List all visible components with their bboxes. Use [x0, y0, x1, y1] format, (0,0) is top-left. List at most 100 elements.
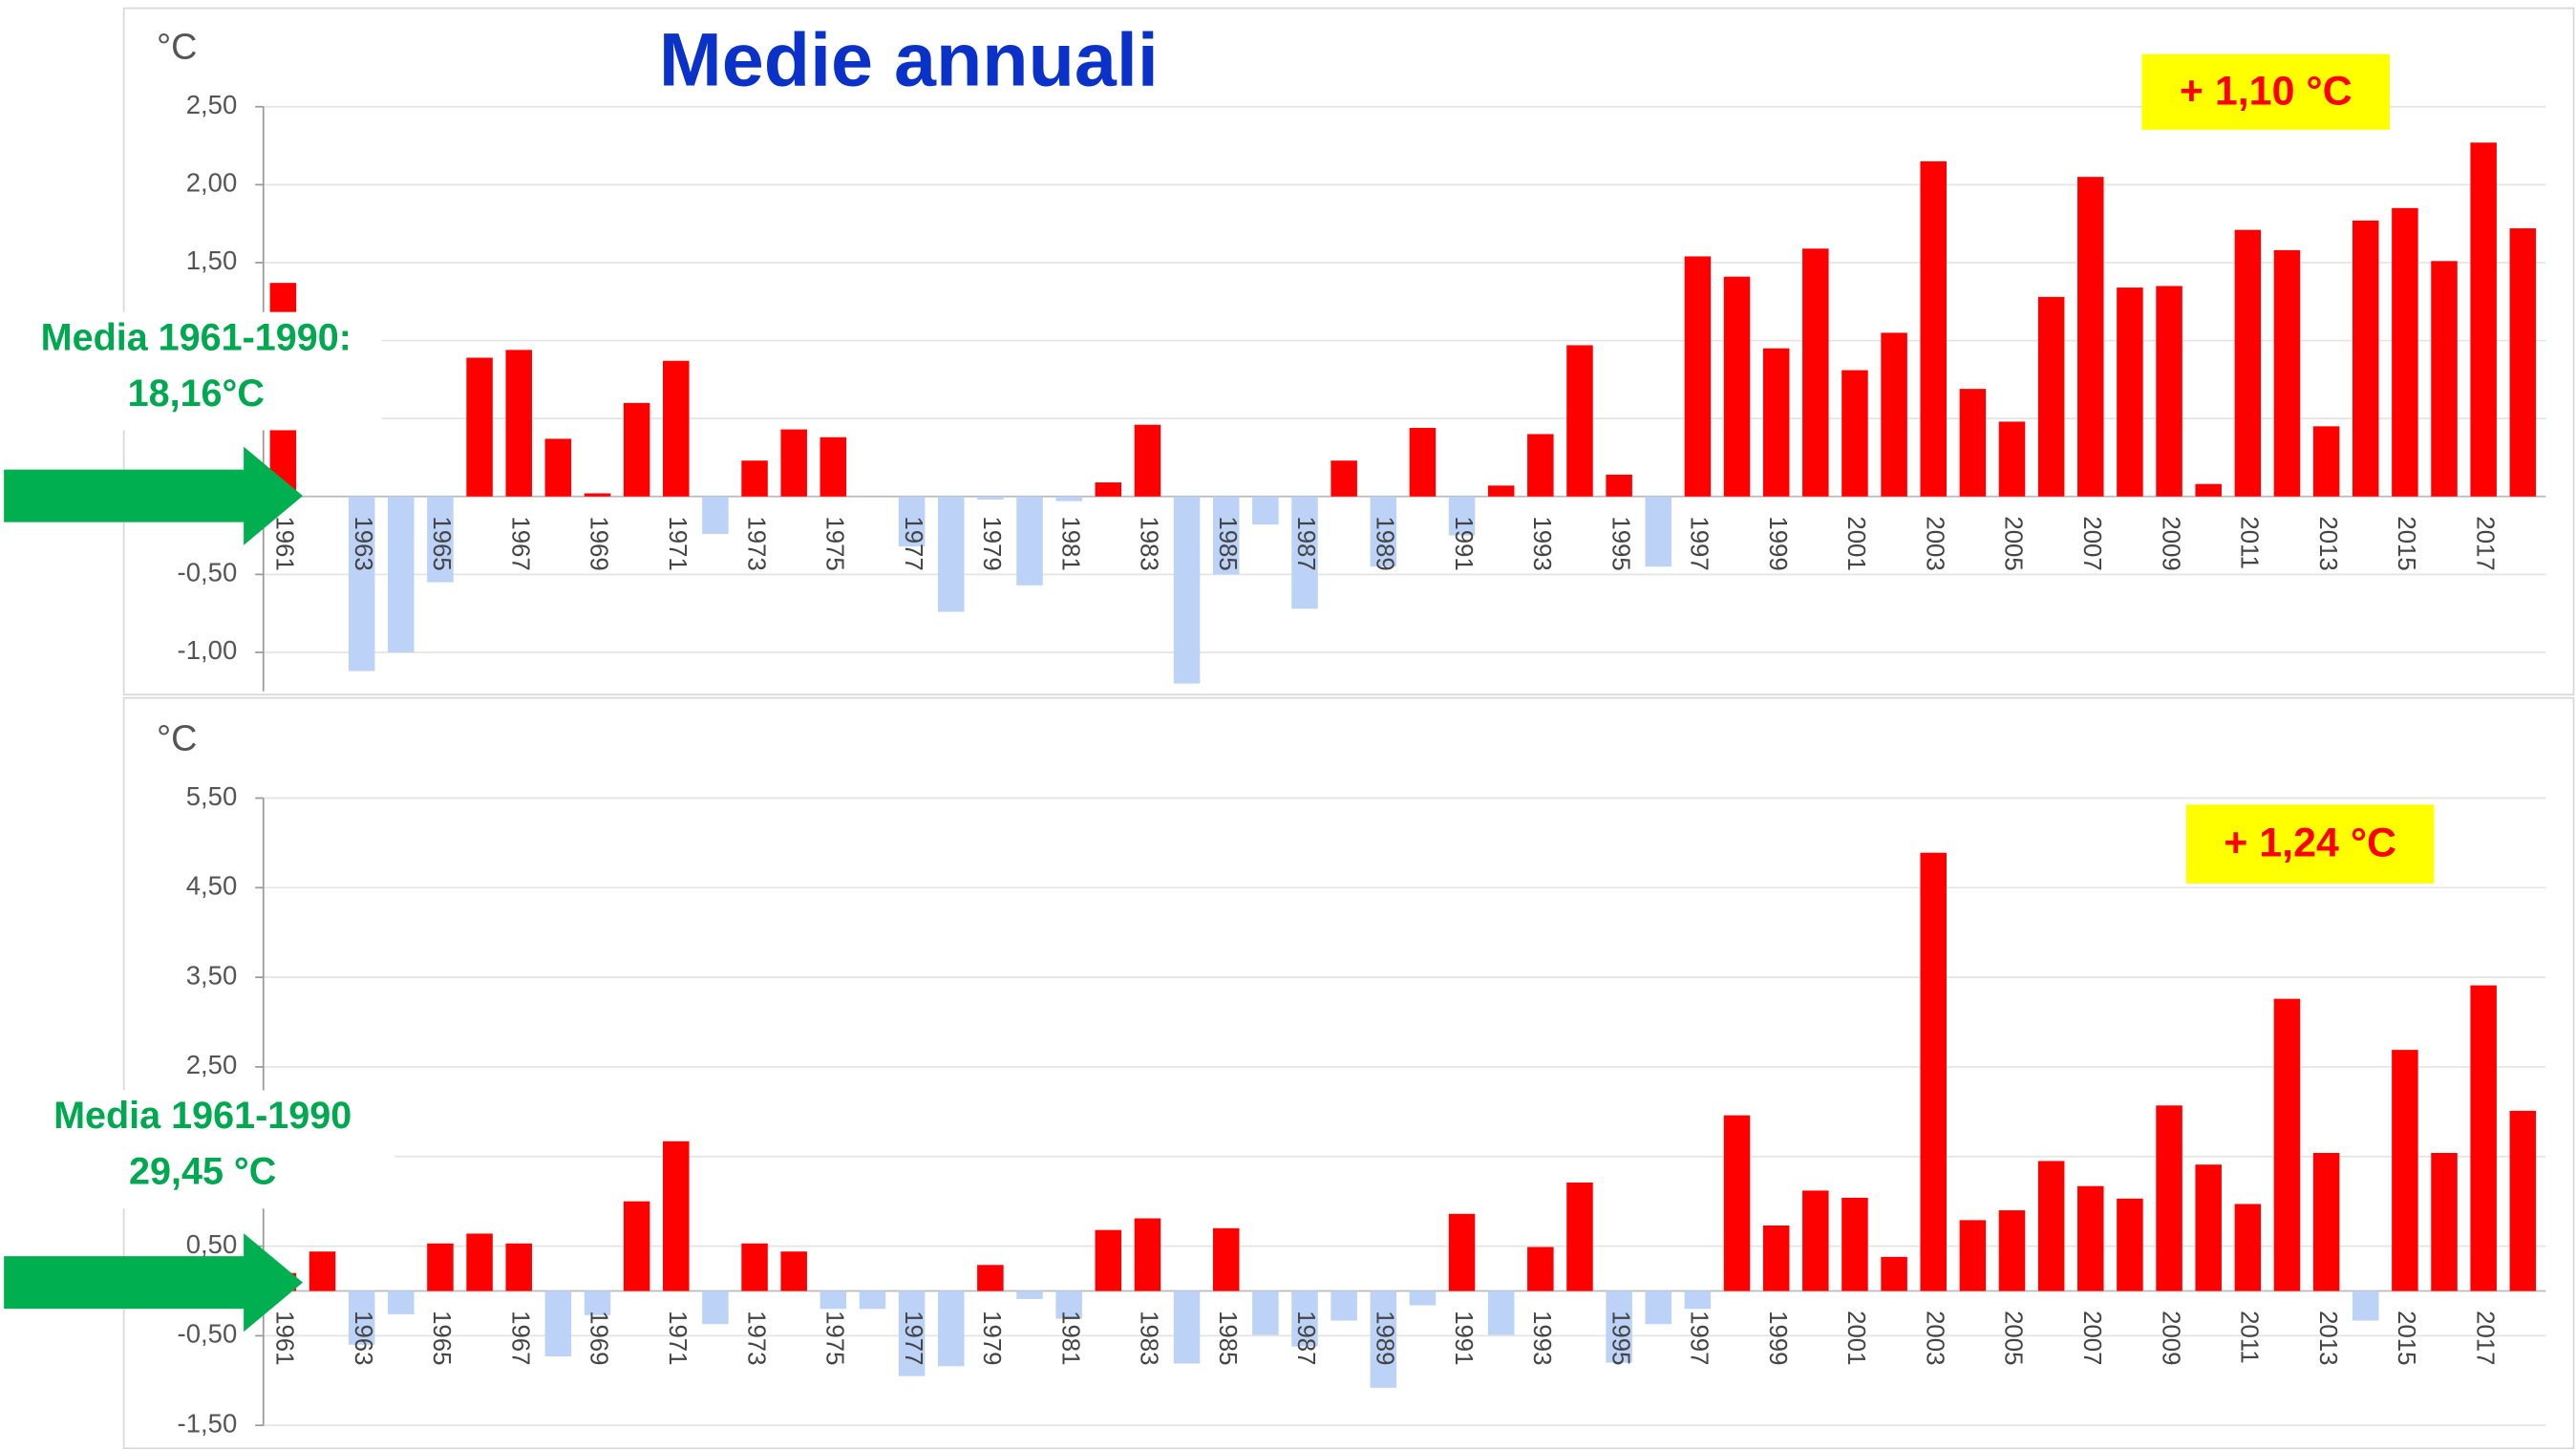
- x-tick-label: 1981: [1056, 516, 1083, 570]
- bar: [2352, 220, 2379, 497]
- y-tick-label: -0,50: [178, 1319, 238, 1349]
- x-tick-label: 1985: [1214, 516, 1241, 570]
- x-tick-label: 2005: [2000, 516, 2027, 570]
- bar: [741, 1243, 768, 1291]
- bar: [1016, 1290, 1043, 1299]
- bar: [2470, 985, 2497, 1291]
- bar: [1134, 424, 1161, 497]
- x-tick-label: 1977: [900, 516, 926, 570]
- bar: [1762, 348, 1790, 497]
- bar: [1802, 248, 1829, 497]
- y-tick-label: 0,50: [186, 1229, 238, 1259]
- bar: [2431, 261, 2458, 497]
- bar: [1331, 1290, 1357, 1321]
- bar: [937, 1290, 965, 1367]
- bar: [1920, 852, 1947, 1291]
- bar: [2156, 1105, 2182, 1291]
- y-tick-label: -1,50: [178, 1408, 238, 1438]
- bar: [388, 496, 415, 652]
- bar: [2234, 229, 2262, 497]
- annotation-box: [2185, 804, 2435, 884]
- bar: [1566, 345, 1593, 497]
- x-tick-label: 1999: [1764, 516, 1791, 570]
- x-tick-label: 1965: [428, 516, 455, 570]
- bar: [820, 1290, 847, 1310]
- bar: [427, 1243, 454, 1291]
- x-tick-label: 1973: [742, 516, 769, 570]
- bar: [1723, 276, 1751, 497]
- x-tick-label: 2007: [2078, 516, 2105, 570]
- y-tick-label: 2,50: [186, 1050, 238, 1079]
- x-tick-label: 1969: [585, 1311, 612, 1365]
- note: 18,16°C: [128, 373, 265, 415]
- note: Media 1961-1990: [53, 1095, 351, 1137]
- x-tick-label: 1991: [1450, 1311, 1477, 1365]
- bar: [1055, 496, 1082, 501]
- bar: [1566, 1182, 1593, 1291]
- bar: [741, 460, 768, 497]
- bar: [2195, 483, 2222, 497]
- x-tick-label: 2015: [2393, 516, 2419, 570]
- x-tick-label: 1961: [271, 1311, 298, 1365]
- x-tick-label: 1983: [1136, 1311, 1162, 1365]
- bar: [348, 1290, 375, 1345]
- bar: [1684, 1290, 1712, 1310]
- bar: [1606, 474, 1632, 497]
- bar: [780, 429, 807, 497]
- bar: [623, 402, 650, 497]
- x-tick-label: 2003: [1921, 516, 1948, 570]
- x-tick-label: 2013: [2314, 1311, 2341, 1365]
- note-box: [0, 1090, 395, 1209]
- bar: [2234, 1204, 2262, 1291]
- x-tick-label: 1975: [821, 1311, 848, 1365]
- bar: [544, 438, 572, 497]
- x-tick-label: 2009: [2157, 516, 2183, 570]
- x-tick-label: 1983: [1136, 516, 1162, 570]
- bar: [388, 1290, 415, 1314]
- y-tick-label: 2,50: [186, 90, 238, 119]
- bar: [1212, 1227, 1240, 1291]
- bar: [466, 357, 493, 497]
- bar: [1487, 485, 1515, 497]
- note: 29,45 °C: [129, 1151, 276, 1193]
- unit-label: °C: [157, 28, 197, 68]
- bar: [1173, 496, 1201, 684]
- bar: [1016, 496, 1043, 586]
- bar: [2117, 288, 2143, 497]
- bar: [1134, 1218, 1161, 1291]
- bar: [977, 1265, 1004, 1291]
- bar: [1842, 370, 1868, 497]
- x-tick-label: 1971: [664, 1311, 691, 1365]
- x-tick-label: 1961: [271, 516, 298, 570]
- annotation: + 1,10 °C: [2180, 68, 2352, 114]
- bar: [898, 496, 926, 546]
- note: Media 1961-1990:: [41, 316, 351, 358]
- bar: [977, 496, 1004, 501]
- y-tick-label: 5,50: [186, 781, 238, 811]
- bar: [1645, 1290, 1672, 1325]
- bar: [2273, 998, 2301, 1291]
- annotation-box: [2141, 53, 2391, 130]
- x-tick-label: 1993: [1528, 516, 1555, 570]
- bar: [427, 496, 454, 583]
- bar: [1095, 1229, 1122, 1291]
- bar: [1684, 256, 1712, 497]
- bar: [1920, 160, 1947, 497]
- bar: [2195, 1164, 2222, 1291]
- bar: [348, 496, 375, 672]
- bar: [1370, 1290, 1397, 1388]
- x-tick-label: 1979: [978, 516, 1005, 570]
- x-tick-label: 1997: [1686, 516, 1713, 570]
- x-tick-label: 1999: [1764, 1311, 1791, 1365]
- x-tick-label: 2009: [2157, 1311, 2183, 1365]
- x-tick-label: 1989: [1371, 1311, 1397, 1365]
- x-tick-label: 1965: [428, 1311, 455, 1365]
- bar: [1645, 496, 1672, 567]
- x-tick-label: 1979: [978, 1311, 1005, 1365]
- x-tick-label: 1973: [742, 1311, 769, 1365]
- arrow: [4, 446, 304, 545]
- bar: [309, 1251, 336, 1291]
- bar: [505, 350, 532, 497]
- bar: [663, 360, 690, 497]
- x-tick-label: 2013: [2314, 516, 2341, 570]
